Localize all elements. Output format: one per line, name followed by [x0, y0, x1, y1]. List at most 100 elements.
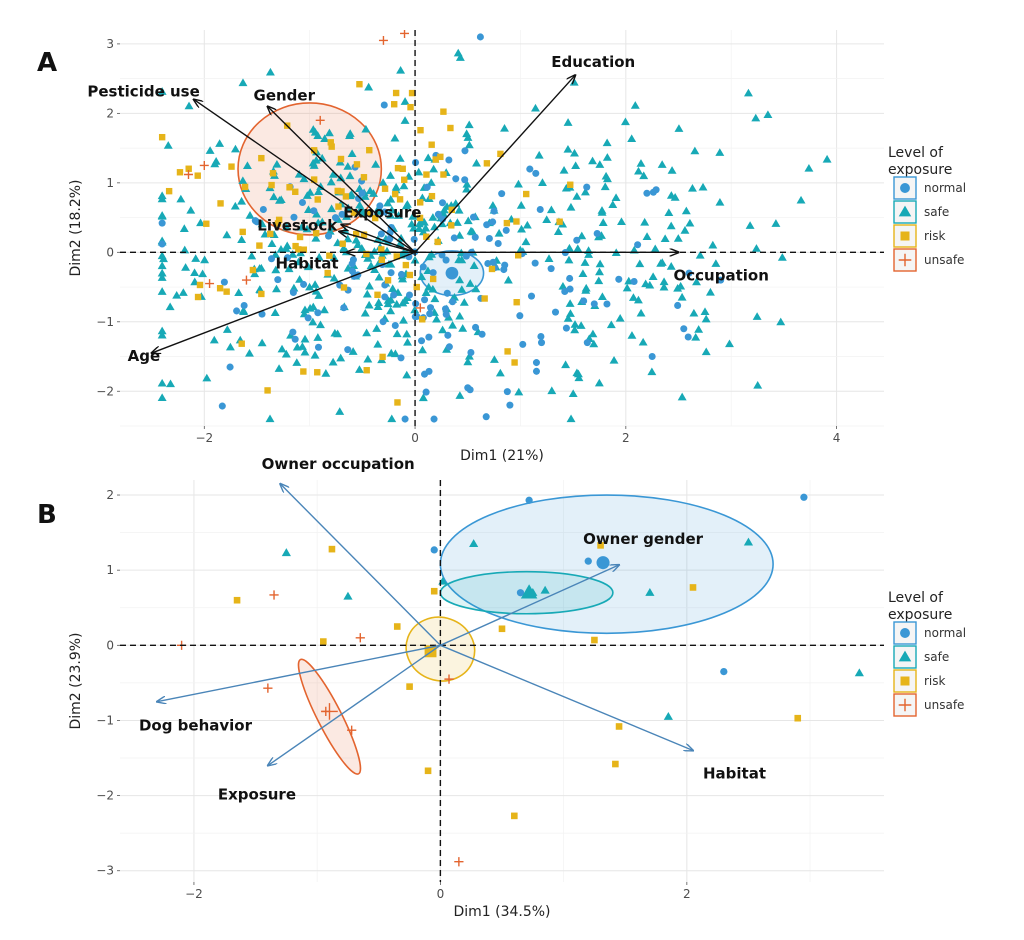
panel-a-point-safe [600, 182, 610, 191]
panel-a-point-safe [157, 378, 167, 387]
panel-b-arrow-owner-gender [440, 565, 619, 646]
panel-a-point-safe [564, 243, 574, 252]
panel-a-point-unsafe [199, 160, 209, 170]
panel-a-point-normal [300, 280, 308, 288]
panel-a-point-safe [589, 339, 599, 348]
panel-a-point-safe [300, 334, 310, 343]
panel-a-point-safe [305, 188, 315, 196]
panel-a-point-safe [202, 373, 212, 382]
panel-a-point-safe [597, 206, 607, 214]
panel-b-legend-symbol-safe [898, 650, 912, 662]
panel-b-variable-label: Habitat [703, 765, 766, 783]
panel-a-point-safe [398, 298, 408, 307]
panel-a-point-safe [659, 282, 669, 291]
panel-a-point-normal [551, 308, 560, 316]
panel-a-point-risk [408, 89, 416, 97]
panel-a-point-safe [308, 302, 318, 311]
panel-a-point-safe [245, 211, 255, 219]
panel-a-point-risk [216, 285, 224, 292]
panel-a-point-normal [427, 304, 435, 312]
panel-a-point-safe [516, 201, 526, 209]
panel-a-point-safe [701, 347, 711, 356]
panel-a-point-normal [422, 388, 430, 396]
panel-a-point-safe [222, 325, 232, 333]
panel-a-point-safe [573, 244, 583, 253]
panel-b-legend-label-unsafe: unsafe [924, 698, 964, 712]
panel-a-point-normal [685, 269, 693, 277]
panel-a-point-safe [715, 148, 725, 156]
panel-a-point-normal [467, 349, 475, 357]
panel-a-point-normal [527, 292, 536, 300]
panel-a-point-risk [269, 170, 277, 177]
panel-a-point-safe [166, 379, 175, 388]
panel-a-point-safe [448, 321, 458, 329]
panel-a-point-normal [717, 276, 725, 284]
panel-a-point-normal [397, 354, 405, 362]
panel-a-point-normal [643, 189, 651, 197]
panel-a-point-safe [584, 250, 594, 258]
panel-a-point-normal [441, 305, 450, 313]
panel-a-point-normal [344, 346, 352, 354]
panel-a-point-safe [402, 200, 412, 208]
panel-a-point-safe [374, 298, 384, 306]
panel-a-point-safe [571, 161, 581, 170]
panel-a-point-safe [157, 211, 167, 219]
panel-a-point-safe [396, 65, 406, 74]
panel-a-point-risk [434, 238, 441, 246]
panel-a-point-safe [500, 124, 509, 132]
panel-a-point-normal [536, 205, 544, 214]
panel-a-point-normal [387, 269, 395, 277]
panel-a-point-safe [701, 314, 711, 323]
panel-a-point-safe [462, 184, 472, 193]
panel-b-point-safe [645, 588, 655, 596]
panel-a-point-safe [563, 314, 573, 322]
panel-a-point-normal [590, 300, 598, 308]
panel-a-point-safe [157, 326, 167, 335]
panel-a-point-risk [324, 269, 331, 277]
panel-a-point-risk [366, 146, 373, 154]
panel-a-point-risk [267, 230, 274, 238]
panel-b-plot-area [176, 493, 864, 867]
panel-a-point-normal [489, 258, 497, 266]
panel-a-point-normal [452, 175, 460, 183]
panel-a-letter: A [37, 48, 58, 78]
panel-a-point-safe [399, 316, 408, 324]
panel-a-point-risk [194, 172, 201, 179]
panel-a-point-safe [588, 156, 598, 165]
panel-a-legend-symbol-normal [900, 183, 910, 193]
panel-a-point-safe [369, 189, 378, 197]
panel-a-point-safe [553, 227, 563, 235]
panel-a-point-normal [430, 415, 438, 423]
panel-a-point-normal [680, 325, 688, 333]
panel-a-point-normal [449, 298, 457, 306]
panel-a-point-safe [343, 234, 353, 243]
panel-a-point-safe [237, 235, 247, 244]
panel-a-point-safe [595, 267, 604, 276]
panel-a-point-risk [392, 89, 400, 97]
panel-a-point-safe [522, 220, 532, 229]
panel-a-point-risk [402, 261, 410, 269]
panel-b-point-unsafe [444, 674, 454, 684]
panel-a-point-normal [274, 276, 282, 284]
panel-b-point-normal [720, 667, 728, 676]
panel-a-point-safe [777, 253, 787, 261]
panel-a-point-safe [366, 261, 376, 270]
panel-a-legend-label-unsafe: unsafe [924, 253, 964, 267]
panel-a-point-normal [484, 259, 492, 267]
panel-a-point-risk [310, 147, 318, 154]
panel-a-point-safe [231, 144, 240, 153]
panel-a-point-risk [338, 188, 345, 195]
panel-a-point-safe [209, 335, 219, 344]
panel-a-point-safe [215, 139, 225, 147]
panel-a-point-safe [403, 337, 412, 346]
panel-a-point-safe [681, 206, 691, 215]
panel-a-point-normal [537, 339, 546, 347]
panel-a-point-safe [464, 120, 474, 129]
panel-a-point-safe [421, 288, 431, 296]
panel-a-point-normal [158, 240, 166, 248]
panel-a-point-safe [176, 194, 186, 203]
panel-a-point-risk [401, 176, 408, 183]
panel-b-ytick-label: −1 [96, 713, 114, 727]
panel-a-point-safe [343, 203, 353, 212]
